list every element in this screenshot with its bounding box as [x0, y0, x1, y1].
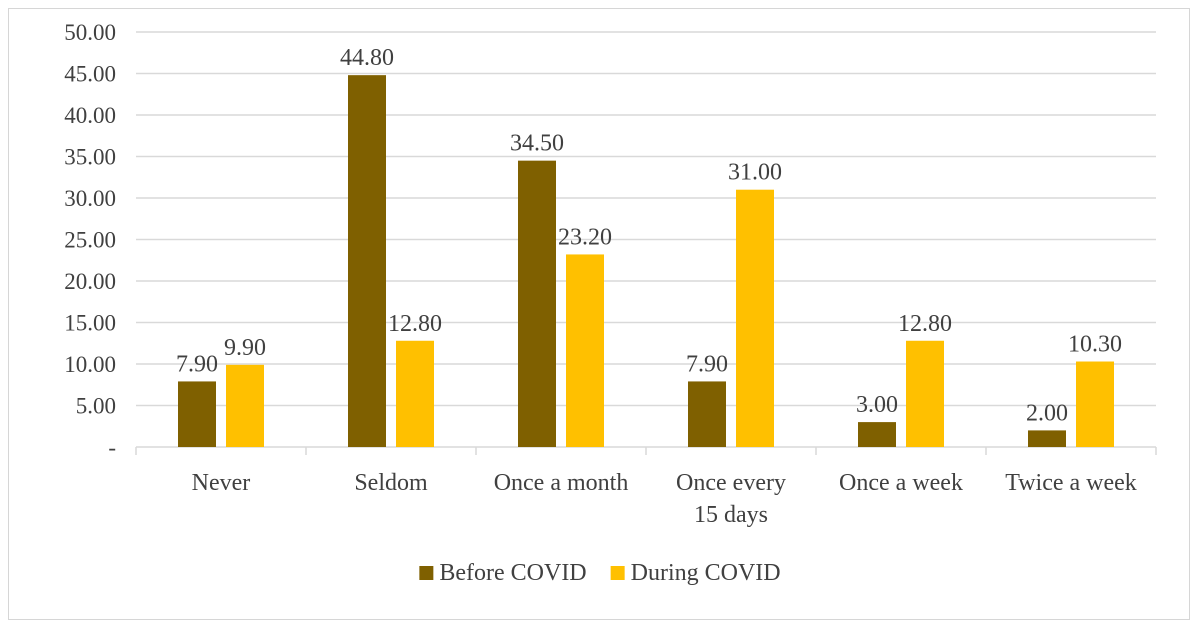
data-label: 9.90	[224, 335, 266, 361]
x-category-label: Once a week	[839, 470, 963, 496]
legend-label: Before COVID	[439, 560, 586, 586]
bar	[688, 381, 726, 447]
bar	[1028, 430, 1066, 447]
data-label: 12.80	[898, 311, 952, 337]
y-tick-label: 40.00	[64, 103, 116, 128]
data-label: 31.00	[728, 160, 782, 186]
bar	[858, 422, 896, 447]
data-label: 34.50	[510, 131, 564, 157]
y-tick-label: 35.00	[64, 145, 116, 170]
legend-swatch	[419, 566, 434, 580]
bar	[736, 189, 774, 447]
data-label: 7.90	[176, 351, 218, 377]
data-label: 12.80	[388, 311, 442, 337]
x-category-label: Twice a week	[1005, 470, 1137, 496]
legend-label: During COVID	[631, 560, 781, 586]
data-label: 10.30	[1068, 332, 1122, 358]
bar	[348, 75, 386, 447]
bar	[178, 381, 216, 447]
y-tick-label: 45.00	[64, 62, 116, 87]
bar	[1076, 361, 1114, 447]
y-tick-label: 20.00	[64, 269, 116, 294]
data-label: 2.00	[1026, 400, 1068, 426]
y-tick-label: -	[108, 435, 116, 460]
data-label: 3.00	[856, 392, 898, 418]
x-category-label: Once a month	[494, 470, 629, 496]
bar	[396, 340, 434, 447]
x-category-label: Never	[192, 470, 251, 496]
data-label: 7.90	[686, 351, 728, 377]
y-tick-label: 10.00	[64, 352, 116, 377]
y-tick-label: 30.00	[64, 186, 116, 211]
x-category-label: Once every	[676, 470, 786, 496]
bar	[566, 254, 604, 447]
bar	[518, 160, 556, 447]
y-tick-label: 50.00	[64, 20, 116, 45]
data-label: 44.80	[340, 45, 394, 71]
bar	[906, 340, 944, 447]
y-tick-label: 15.00	[64, 311, 116, 336]
data-label: 23.20	[558, 224, 612, 250]
x-category-label: Seldom	[354, 470, 428, 496]
x-category-label: 15 days	[694, 502, 768, 528]
bar	[226, 364, 264, 447]
y-tick-label: 5.00	[76, 394, 116, 419]
legend-swatch	[610, 566, 625, 580]
y-tick-label: 25.00	[64, 228, 116, 253]
